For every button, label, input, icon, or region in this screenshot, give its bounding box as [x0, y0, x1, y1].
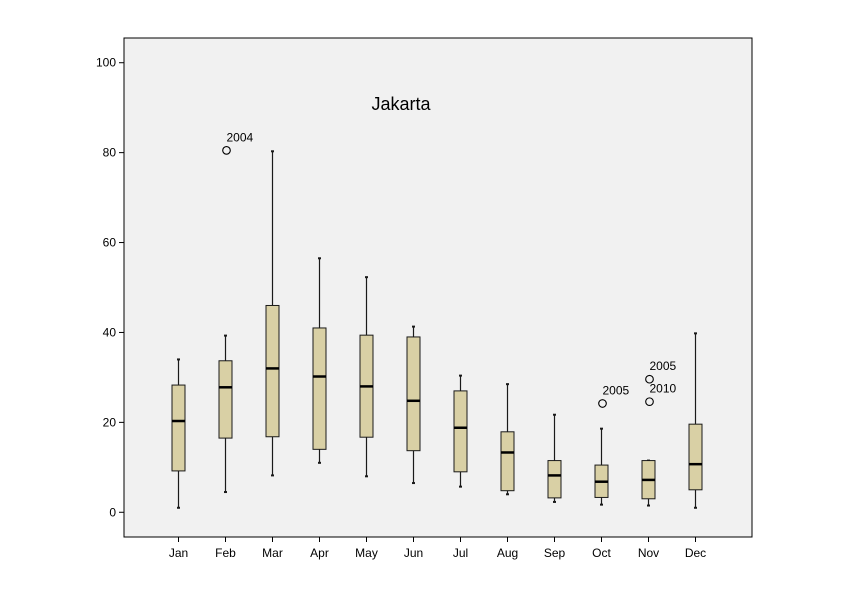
x-tick-label: Jun [404, 546, 423, 560]
outlier-point [598, 399, 607, 408]
box-iqr [500, 431, 515, 492]
outlier-label: 2005 [603, 383, 630, 397]
outlier-series: 2004 2005 2005 2010 [222, 130, 677, 408]
box-dec [688, 332, 703, 509]
box-iqr [453, 390, 468, 473]
outlier-point [222, 146, 231, 155]
y-tick-label: 100 [96, 56, 116, 70]
box-mar [265, 150, 280, 477]
box-iqr [218, 360, 233, 439]
outlier-label: 2005 [650, 359, 677, 373]
x-tick-label: Feb [215, 546, 236, 560]
x-tick-label: Sep [544, 546, 566, 560]
outlier-label: 2004 [227, 130, 254, 144]
box-jul [453, 374, 468, 488]
box-feb [218, 334, 233, 494]
y-tick-label: 20 [103, 415, 117, 429]
box-aug [500, 383, 515, 496]
outlier-label: 2010 [650, 382, 677, 396]
box-iqr [265, 304, 280, 438]
x-tick-label: Nov [638, 546, 659, 560]
plot-area [123, 37, 753, 538]
box-iqr [406, 336, 421, 452]
x-tick-label: Mar [262, 546, 283, 560]
x-tick-label: Apr [310, 546, 329, 560]
x-tick-label: Dec [685, 546, 706, 560]
box-jan [171, 358, 186, 509]
y-tick-label: 80 [103, 146, 117, 160]
y-tick-label: 0 [109, 505, 116, 519]
box-sep [547, 413, 562, 503]
box-apr [312, 257, 327, 464]
outlier-point [645, 374, 654, 384]
box-jun [406, 325, 421, 485]
x-tick-label: May [355, 546, 378, 560]
x-tick-label: Oct [592, 546, 611, 560]
outlier: 2005 [598, 383, 630, 408]
y-axis: 0 20 40 60 80 100 [96, 56, 124, 519]
box-iqr [688, 423, 703, 491]
box-nov [641, 459, 656, 507]
y-tick-label: 40 [103, 325, 117, 339]
outlier: 2005 [645, 359, 677, 384]
y-tick-label: 60 [103, 236, 117, 250]
box-iqr [171, 384, 186, 472]
x-tick-label: Aug [497, 546, 518, 560]
x-tick-label: Jan [169, 546, 188, 560]
box-oct [594, 427, 609, 506]
box-may [359, 276, 374, 478]
outlier: 2010 [645, 382, 677, 407]
outlier-point [645, 397, 654, 407]
box-iqr [547, 460, 562, 499]
box-series [171, 150, 703, 509]
outlier: 2004 [222, 130, 254, 155]
box-iqr [312, 327, 327, 450]
x-tick-label: Jul [453, 546, 468, 560]
chart-title: Jakarta [371, 94, 431, 114]
x-axis: Jan Feb Mar Apr May Jun Jul Aug Sep Oct Nov Dec [169, 537, 706, 560]
